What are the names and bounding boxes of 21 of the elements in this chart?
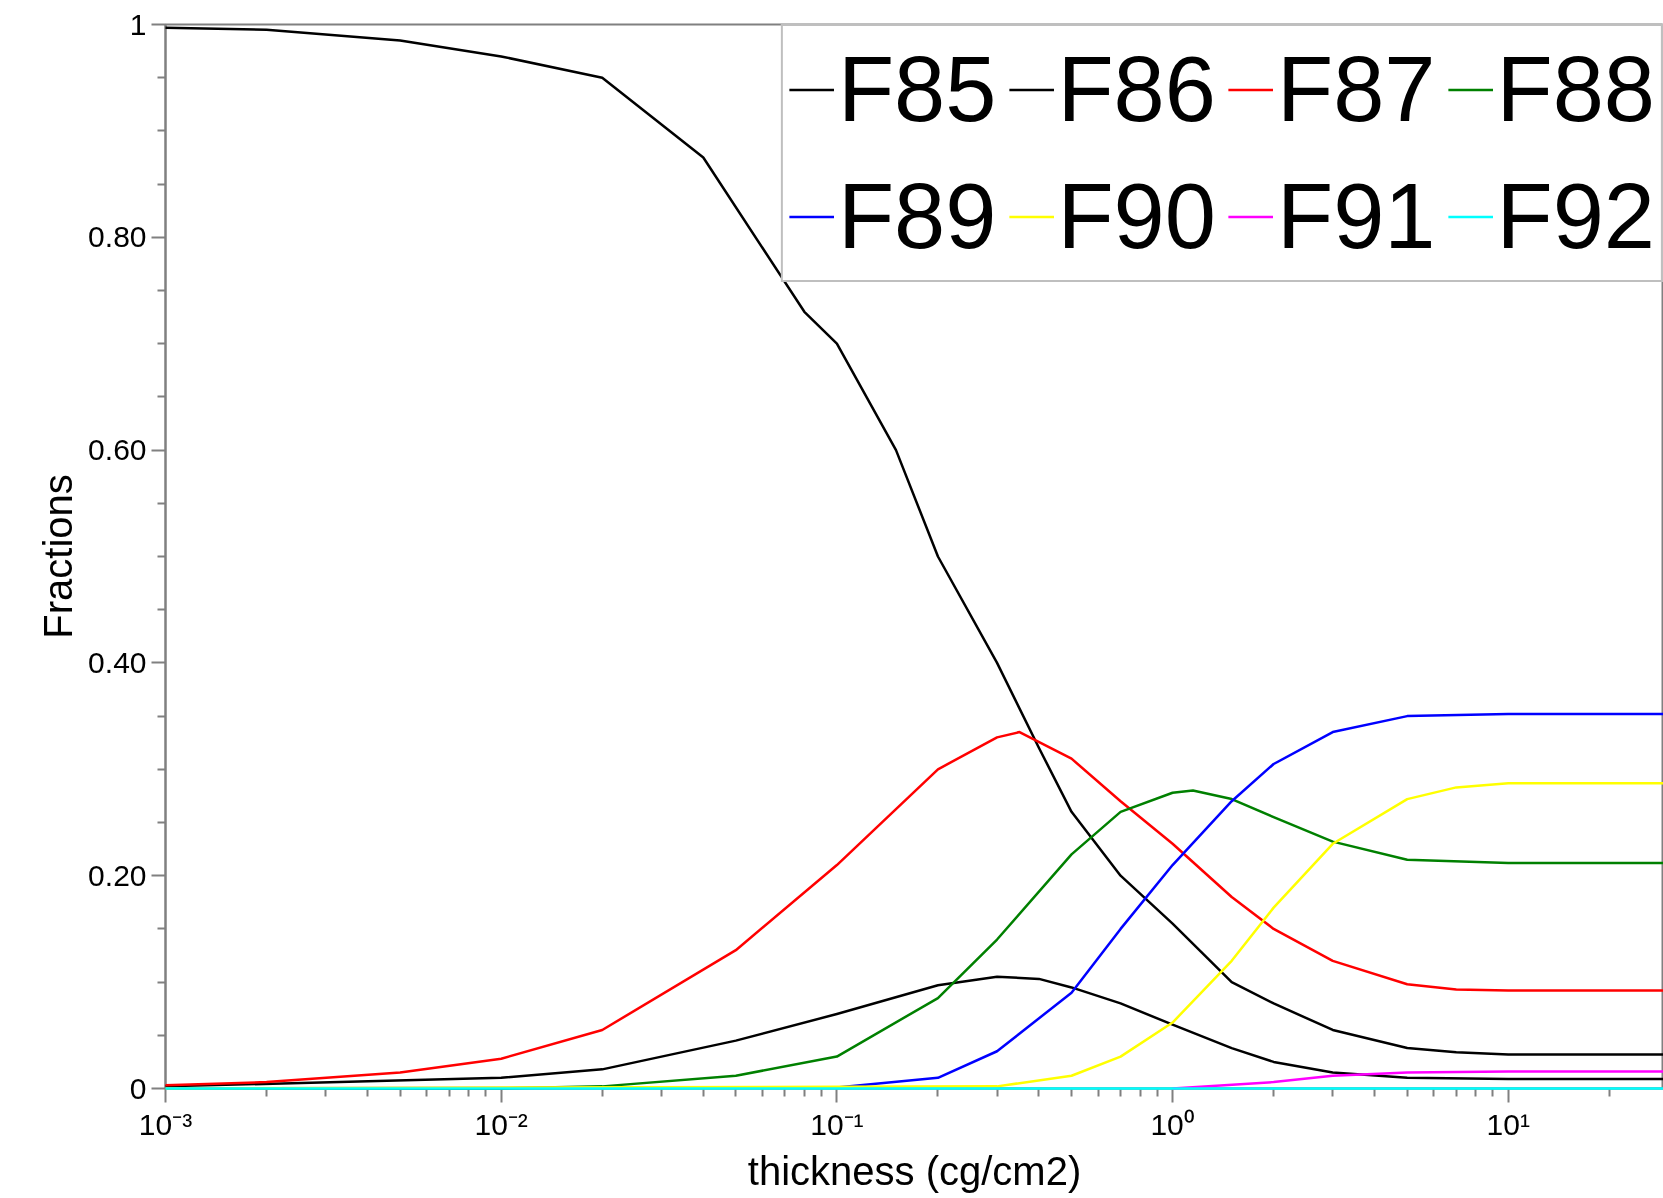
legend-label: F85 (837, 37, 997, 142)
y-axis-title: Fractions (36, 474, 81, 639)
legend-label: F89 (837, 164, 997, 269)
y-tick-label: 0.60 (88, 433, 147, 467)
y-tick-label: 0.20 (88, 858, 147, 892)
x-tick-label: 10⁻² (474, 1107, 528, 1141)
y-tick-label: 0.40 (88, 645, 147, 679)
x-tick-label: 10⁰ (1150, 1107, 1195, 1141)
legend-label: F87 (1276, 37, 1436, 142)
legend-label: F86 (1057, 37, 1216, 142)
legend-label: F91 (1276, 164, 1436, 269)
x-tick-label: 10⁻³ (138, 1107, 193, 1141)
y-tick-label: 0 (129, 1071, 147, 1105)
x-tick-label: 10⁻¹ (810, 1107, 864, 1141)
legend-label: F92 (1496, 164, 1655, 269)
x-tick-label: 10¹ (1486, 1107, 1530, 1141)
legend-label: F88 (1496, 37, 1655, 142)
y-tick-label: 1 (129, 7, 147, 41)
x-axis-title: thickness (cg/cm2) (747, 1148, 1082, 1193)
legend-label: F90 (1057, 164, 1216, 269)
y-tick-label: 0.80 (88, 220, 147, 254)
